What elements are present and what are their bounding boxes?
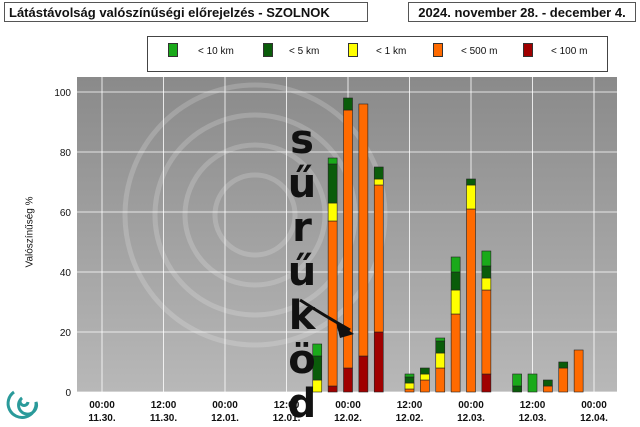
x-tick-date: 12.01. [273,413,301,424]
x-tick-time: 00:00 [335,400,361,411]
bar-segment [373,331,384,393]
bar-segment [358,355,369,393]
x-tick-date: 12.02. [396,413,424,424]
bar-segment [450,256,461,273]
legend-label-500m: < 500 m [461,46,498,57]
annotation-letter: d [287,381,317,427]
y-tick-label: 40 [60,268,72,279]
bar-segment [420,367,430,375]
bar-segment [327,385,338,393]
x-tick-time: 00:00 [581,400,607,411]
x-tick-time: 00:00 [458,400,484,411]
x-tick-time: 12:00 [151,400,177,411]
x-tick-date: 11.30. [88,413,115,424]
bar-segment [481,250,492,267]
y-tick-label: 60 [60,208,72,219]
y-ticks: 0 20 40 60 80 100 [54,88,71,399]
bar-segment [312,343,323,357]
x-tick-date: 12.02. [334,413,362,424]
y-tick-label: 80 [60,148,72,159]
x-tick-date: 12.01. [211,413,239,424]
bar-segment [573,349,584,393]
annotation-letter: s [290,117,314,163]
bar-segment [404,382,415,390]
annotation-letter: ű [287,161,317,207]
annotation-arrow [299,298,351,332]
date-range: 2024. november 28. - december 4. [408,2,636,22]
x-tick-time: 12:00 [274,400,300,411]
x-tick-time: 00:00 [89,400,115,411]
annotation-letter: ű [287,249,317,295]
bar-segment [435,367,446,393]
x-tick-time: 00:00 [212,400,238,411]
bar-segment [420,373,430,381]
bar-segment [343,367,353,393]
bar-segment [373,178,384,186]
bar-segment [435,340,446,354]
bars [312,97,584,393]
bar-segment [466,178,476,186]
bar-segment [512,385,522,393]
bar-segment [373,166,384,180]
bar-segment [373,184,384,333]
bar-segment [420,379,430,393]
annotation-arrowhead [336,322,354,338]
bar-segment [512,373,522,387]
legend-swatch-500m [433,43,443,57]
annotation-letter: r [292,205,312,251]
bar-segment [481,277,492,291]
chart-title: Látástávolság valószínűségi előrejelzés … [4,2,368,22]
bar-segment [543,379,553,387]
bar-segment [481,373,492,393]
y-tick-label: 0 [65,388,71,399]
x-ticks: 00:00 11.30. 12:00 11.30. 00:00 12.01. 12:00 12… [88,400,608,424]
annotation-letter: ö [288,337,316,383]
bar-segment [466,184,476,210]
bar-segment [481,265,492,279]
bar-segment [543,385,553,393]
bar-segment [343,97,353,111]
bar-segment [450,313,461,393]
bar-segment [435,352,446,369]
bar-segment [358,103,369,357]
legend: < 10 km < 5 km < 1 km < 500 m < 100 m [147,36,608,72]
bar-segment [558,367,569,393]
bar-segment [466,208,476,393]
x-tick-date: 11.30. [150,413,177,424]
y-tick-label: 20 [60,328,72,339]
bar-segment [327,157,338,165]
annotation-text: s ű r ű k ö d [282,118,322,426]
x-tick-date: 12.03. [519,413,547,424]
bar-segment [404,373,415,378]
bar-segment [450,289,461,315]
legend-swatch-1km [348,43,358,57]
legend-label-5km: < 5 km [289,46,320,57]
bar-segment [404,376,415,384]
annotation-letter: k [288,293,316,339]
legend-label-1km: < 1 km [376,46,407,57]
bar-segment [558,361,569,369]
y-tick-label: 100 [54,88,71,99]
bar-segment [327,163,338,204]
legend-swatch-100m [523,43,533,57]
swirl-logo-icon [6,390,39,419]
bar-segment [404,388,415,393]
legend-label-100m: < 100 m [551,46,588,57]
x-tick-date: 12.03. [457,413,485,424]
bar-segment [327,220,338,387]
bar-segment [327,202,338,222]
legend-swatch-5km [263,43,273,57]
bar-segment [450,271,461,291]
legend-label-10km: < 10 km [198,46,234,57]
bar-segment [527,373,538,393]
x-tick-time: 12:00 [397,400,423,411]
bar-segment [481,289,492,375]
x-tick-time: 12:00 [520,400,546,411]
legend-swatch-10km [168,43,178,57]
background-watermark [122,82,388,348]
bar-segment [435,337,446,342]
x-tick-date: 12.04. [580,413,608,424]
